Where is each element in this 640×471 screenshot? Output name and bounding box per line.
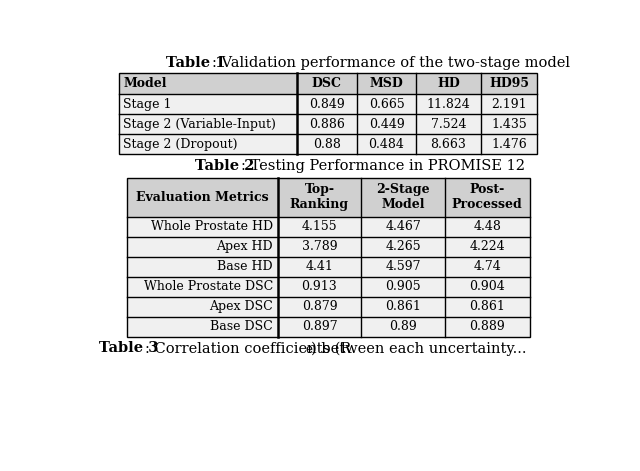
Text: 0.861: 0.861	[385, 300, 421, 313]
Text: Table 1: Table 1	[166, 56, 226, 70]
Text: 0.449: 0.449	[369, 118, 404, 131]
Text: : Validation performance of the two-stage model: : Validation performance of the two-stag…	[212, 56, 570, 70]
Text: 1.476: 1.476	[491, 138, 527, 151]
Text: 4.74: 4.74	[474, 260, 501, 273]
Text: 4.597: 4.597	[385, 260, 421, 273]
Bar	[127, 178, 529, 337]
Text: 7.524: 7.524	[431, 118, 467, 131]
Text: Apex DSC: Apex DSC	[209, 300, 273, 313]
Text: : Correlation coefficients (R: : Correlation coefficients (R	[145, 341, 351, 355]
Bar	[119, 73, 537, 154]
Text: Whole Prostate DSC: Whole Prostate DSC	[144, 280, 273, 293]
Text: 4.224: 4.224	[470, 240, 505, 253]
Text: 3.789: 3.789	[301, 240, 337, 253]
Bar	[127, 297, 529, 317]
Text: 8.663: 8.663	[431, 138, 467, 151]
Text: 0.904: 0.904	[469, 280, 505, 293]
Text: Post-
Processed: Post- Processed	[452, 183, 523, 211]
Text: 4.265: 4.265	[385, 240, 421, 253]
Bar	[119, 134, 537, 154]
Text: 0.89: 0.89	[389, 320, 417, 333]
Bar	[127, 317, 529, 337]
Text: Table 3: Table 3	[99, 341, 159, 355]
Text: 2-Stage
Model: 2-Stage Model	[376, 183, 430, 211]
Text: Stage 2 (Dropout): Stage 2 (Dropout)	[124, 138, 238, 151]
Text: HD: HD	[437, 77, 460, 90]
Text: 0.905: 0.905	[385, 280, 421, 293]
Bar	[127, 277, 529, 297]
Text: ) between each uncertainty...: ) between each uncertainty...	[310, 341, 526, 356]
Text: 4.41: 4.41	[305, 260, 333, 273]
Text: 0.88: 0.88	[313, 138, 340, 151]
Text: Whole Prostate HD: Whole Prostate HD	[151, 220, 273, 233]
Text: HD95: HD95	[489, 77, 529, 90]
Text: Evaluation Metrics: Evaluation Metrics	[136, 191, 268, 204]
Text: 0.484: 0.484	[369, 138, 404, 151]
Text: : Testing Performance in PROMISE 12: : Testing Performance in PROMISE 12	[241, 159, 525, 173]
Text: 0.665: 0.665	[369, 98, 404, 111]
Text: Base HD: Base HD	[218, 260, 273, 273]
Text: 4.467: 4.467	[385, 220, 421, 233]
Text: MSD: MSD	[370, 77, 403, 90]
Text: 0.889: 0.889	[469, 320, 505, 333]
Bar	[127, 237, 529, 257]
Bar	[127, 217, 529, 237]
Text: Apex HD: Apex HD	[216, 240, 273, 253]
Text: Base DSC: Base DSC	[210, 320, 273, 333]
Text: Stage 1: Stage 1	[124, 98, 172, 111]
Text: DSC: DSC	[312, 77, 342, 90]
Text: 2.191: 2.191	[491, 98, 527, 111]
Text: Table 2: Table 2	[195, 159, 254, 173]
Text: 4.155: 4.155	[301, 220, 337, 233]
Text: 0.886: 0.886	[309, 118, 345, 131]
Bar	[127, 257, 529, 277]
Text: 1.435: 1.435	[491, 118, 527, 131]
Text: Model: Model	[124, 77, 167, 90]
Text: 0.849: 0.849	[309, 98, 345, 111]
Text: 0.897: 0.897	[301, 320, 337, 333]
Text: 0.879: 0.879	[301, 300, 337, 313]
Text: Stage 2 (Variable-Input): Stage 2 (Variable-Input)	[124, 118, 276, 131]
Text: 0.861: 0.861	[469, 300, 505, 313]
Bar	[119, 114, 537, 134]
Bar	[119, 94, 537, 114]
Bar	[119, 73, 537, 94]
Text: Top-
Ranking: Top- Ranking	[290, 183, 349, 211]
Text: 4.48: 4.48	[474, 220, 501, 233]
Text: e: e	[305, 343, 312, 357]
Text: 0.913: 0.913	[301, 280, 337, 293]
Bar	[127, 178, 529, 217]
Text: 11.824: 11.824	[427, 98, 470, 111]
